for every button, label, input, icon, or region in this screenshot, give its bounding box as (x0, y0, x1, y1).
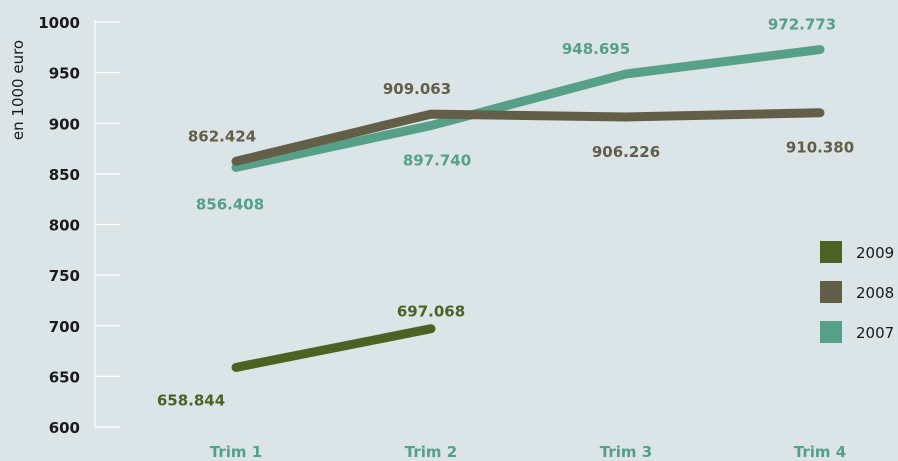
data-label-2008: 862.424 (188, 127, 256, 145)
x-tick-label: Trim 4 (794, 443, 846, 461)
series-line-2007 (231, 45, 825, 172)
y-tick-label: 900 (49, 115, 80, 133)
data-label-2008: 906.226 (592, 143, 660, 161)
x-tick-label: Trim 3 (600, 443, 652, 461)
data-labels: 658.844 697.068 862.424 909.063 906.226 910.3… (157, 16, 854, 410)
y-tick-label: 600 (49, 419, 80, 437)
y-tick-label: 650 (49, 368, 80, 386)
y-tick-label: 950 (49, 65, 80, 83)
y-tick-label: 1000 (38, 14, 80, 32)
y-tick-label: 850 (49, 166, 80, 184)
data-label-2007: 897.740 (403, 152, 471, 170)
y-tick-label: 700 (49, 318, 80, 336)
legend: 2009 2008 2007 (820, 241, 894, 343)
y-tick-label: 750 (49, 267, 80, 285)
series-lines (231, 45, 825, 372)
legend-swatch-2008 (820, 281, 842, 303)
data-label-2008: 910.380 (786, 139, 854, 157)
x-axis: Trim 1 Trim 2 Trim 3 Trim 4 (210, 443, 846, 461)
y-axis-title: en 1000 euro (9, 40, 27, 140)
legend-swatch-2009 (820, 241, 842, 263)
data-label-2007: 972.773 (768, 16, 836, 34)
legend-label-2007: 2007 (856, 324, 894, 342)
data-label-2009: 658.844 (157, 391, 225, 409)
y-tick-label: 800 (49, 217, 80, 235)
data-label-2007: 856.408 (196, 195, 264, 213)
data-label-2009: 697.068 (397, 303, 465, 321)
series-line-2008 (231, 108, 825, 166)
legend-swatch-2007 (820, 321, 842, 343)
x-tick-label: Trim 2 (405, 443, 457, 461)
x-tick-label: Trim 1 (210, 443, 262, 461)
y-axis: 1000 950 900 850 800 750 700 650 600 en 1000 euro (9, 14, 120, 437)
legend-label-2008: 2008 (856, 284, 894, 302)
series-line-2009 (231, 324, 436, 372)
data-label-2007: 948.695 (562, 40, 630, 58)
data-label-2008: 909.063 (383, 80, 451, 98)
legend-label-2009: 2009 (856, 244, 894, 262)
